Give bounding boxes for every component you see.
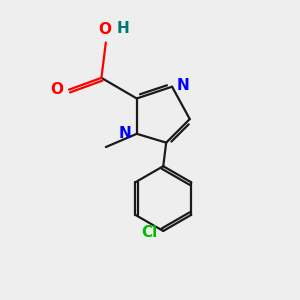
Text: O: O [51, 82, 64, 97]
Text: Cl: Cl [141, 225, 158, 240]
Text: O: O [98, 22, 111, 37]
Text: H: H [116, 21, 129, 36]
Text: N: N [176, 78, 189, 93]
Text: N: N [119, 126, 131, 141]
